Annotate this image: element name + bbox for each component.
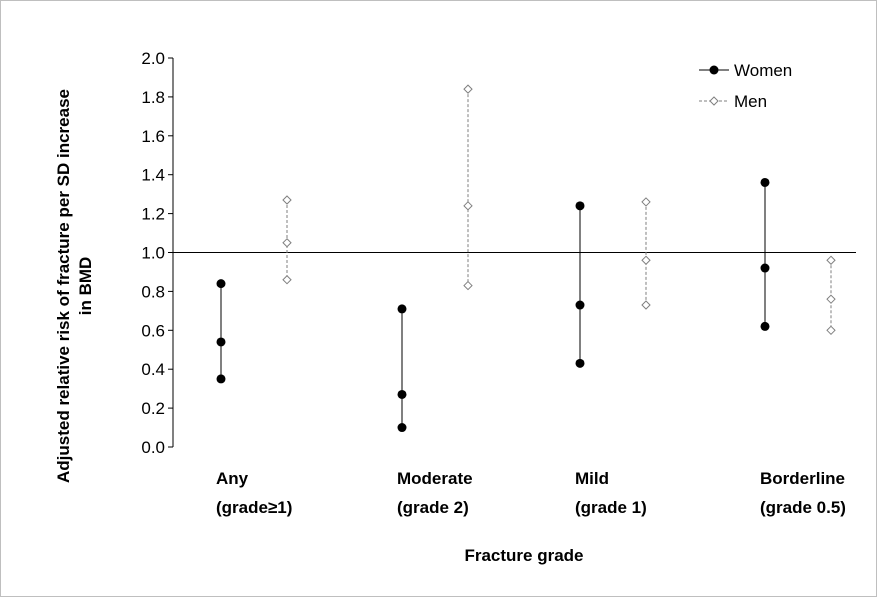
estimate-point xyxy=(282,238,292,248)
y-axis-title-line2: in BMD xyxy=(76,257,95,316)
ci-endpoint xyxy=(641,197,651,207)
y-tick-label: 1.0 xyxy=(141,244,165,263)
x-category-label-line1: Borderline xyxy=(760,469,845,488)
y-tick-label: 0.8 xyxy=(141,282,165,301)
legend: Women Men xyxy=(699,61,792,111)
y-tick-label: 0.6 xyxy=(141,321,165,340)
x-category-label-line2: (grade≥1) xyxy=(216,498,292,517)
ci-endpoint xyxy=(826,325,836,336)
ci-endpoint xyxy=(463,280,473,291)
y-tick-label: 1.4 xyxy=(141,166,165,185)
x-category-labels: Any (grade≥1) Moderate (grade 2) Mild (grade … xyxy=(216,469,846,517)
estimate-point xyxy=(641,255,651,265)
y-tick-label: 0.0 xyxy=(141,438,165,457)
y-tick-label: 1.2 xyxy=(141,205,165,224)
y-axis-title-line1: Adjusted relative risk of fracture per S… xyxy=(54,89,73,483)
ci-endpoint xyxy=(397,304,407,314)
series-group xyxy=(216,84,836,433)
ci-endpoint xyxy=(760,321,770,331)
y-tick-label: 1.8 xyxy=(141,88,165,107)
series-men xyxy=(282,84,836,336)
x-category-label-line1: Any xyxy=(216,469,249,488)
estimate-point xyxy=(397,389,407,399)
estimate-point xyxy=(216,337,226,347)
ci-endpoint xyxy=(575,201,585,211)
series-women xyxy=(216,177,770,433)
legend-label-women: Women xyxy=(734,61,792,80)
ci-endpoint xyxy=(397,423,407,433)
y-tick-label: 0.2 xyxy=(141,399,165,418)
ci-endpoint xyxy=(282,275,292,285)
x-category-label-line2: (grade 2) xyxy=(397,498,469,517)
estimate-point xyxy=(463,201,473,211)
y-tick-label: 2.0 xyxy=(141,49,165,68)
estimate-point xyxy=(575,300,585,310)
x-axis-title: Fracture grade xyxy=(464,546,583,565)
estimate-point xyxy=(760,263,770,273)
ci-endpoint xyxy=(282,195,292,205)
ci-endpoint xyxy=(760,177,770,187)
legend-marker-women xyxy=(709,65,719,75)
y-tick-label: 1.6 xyxy=(141,127,165,146)
ci-endpoint xyxy=(216,279,226,289)
legend-label-men: Men xyxy=(734,92,767,111)
y-axis-title: Adjusted relative risk of fracture per S… xyxy=(54,89,95,483)
x-category-label-line1: Moderate xyxy=(397,469,473,488)
y-tick-label: 0.4 xyxy=(141,360,165,379)
ci-endpoint xyxy=(641,300,651,310)
x-category-label-line1: Mild xyxy=(575,469,609,488)
x-category-label-line2: (grade 1) xyxy=(575,498,647,517)
x-category-label-line2: (grade 0.5) xyxy=(760,498,846,517)
legend-marker-men xyxy=(709,96,719,106)
y-axis: 0.0 0.2 0.4 0.6 0.8 1.0 1.2 1.4 1.6 1.8 2.0 xyxy=(141,49,174,457)
ci-endpoint xyxy=(463,84,473,94)
ci-endpoint xyxy=(826,255,836,265)
ci-endpoint xyxy=(575,358,585,368)
estimate-point xyxy=(826,294,836,304)
ci-endpoint xyxy=(216,374,226,384)
